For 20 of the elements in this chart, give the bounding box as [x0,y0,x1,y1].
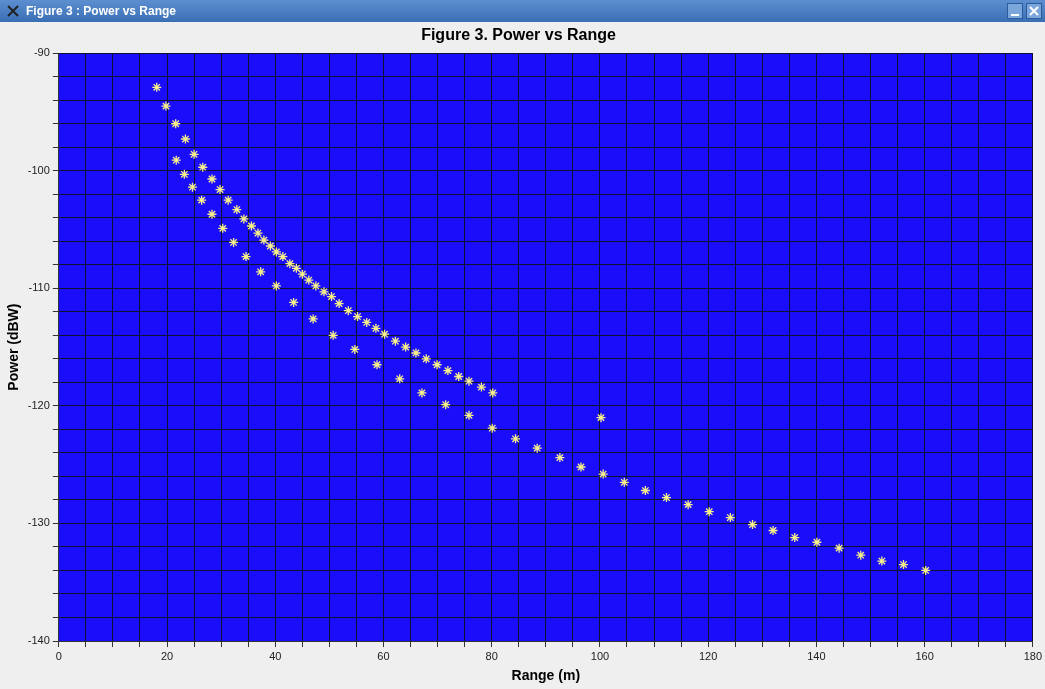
y-tick-label: -140 [27,634,50,647]
x-tick-label: 180 [1023,649,1042,662]
x-tick-label: 20 [160,649,174,662]
x-tick-label: 140 [807,649,826,662]
x-tick-label: 120 [698,649,718,662]
x-tick-label: 160 [915,649,934,662]
x-tick-label: 0 [55,649,62,662]
y-tick-label: -90 [33,46,50,59]
x-tick-label: 40 [269,649,282,662]
chart-title: Figure 3. Power vs Range [421,26,616,44]
y-tick-label: -130 [27,516,50,529]
caption: Figure 3 : Power vs Range [26,4,177,18]
y-tick-label: -120 [27,398,50,411]
y-tick-label: -110 [28,281,50,294]
x-tick-label: 60 [377,649,390,662]
y-tick-label: -100 [27,163,50,176]
x-tick-label: 100 [590,649,610,662]
y-axis-title: Power (dBW) [5,303,22,391]
x-axis-title: Range (m) [511,667,581,684]
x-tick-label: 80 [485,649,498,662]
